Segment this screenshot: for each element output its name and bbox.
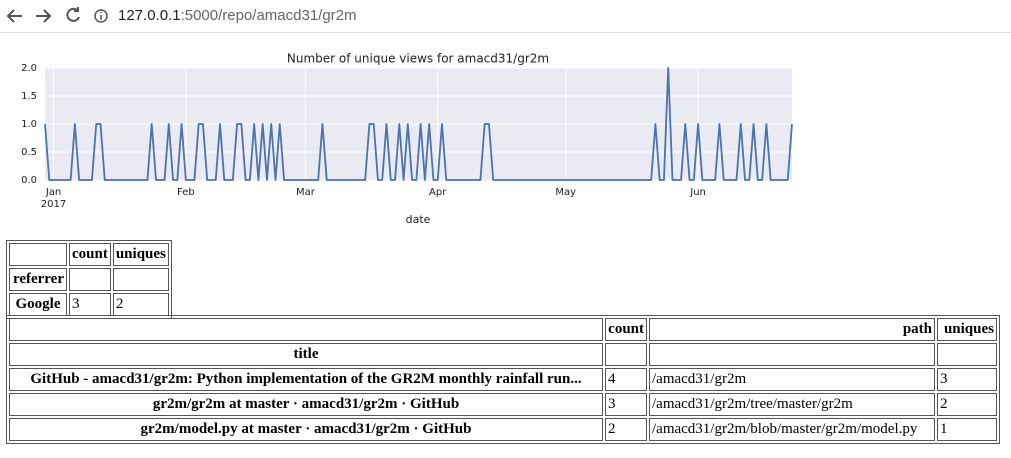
cell: 3 [69, 293, 111, 316]
x-tick-year: 2017 [41, 199, 66, 210]
x-axis-label: date [406, 213, 431, 226]
table-row: GitHub - amacd31/gr2m: Python implementa… [9, 368, 997, 391]
row-header: gr2m/gr2m at master · amacd31/gr2m · Git… [9, 393, 603, 416]
cell: 2 [112, 293, 169, 316]
x-tick-label: Feb [177, 187, 195, 198]
x-tick-label: Apr [429, 187, 447, 198]
corner-cell [9, 243, 67, 266]
corner-cell [9, 318, 603, 341]
chart: Number of unique views for amacd31/gr2m … [21, 52, 793, 226]
series-line [44, 67, 793, 181]
column-header: uniques [112, 243, 169, 266]
y-tick-label: 0.5 [21, 147, 37, 158]
index-name: referrer [9, 268, 67, 291]
url-host: 127.0.0.1 [118, 7, 181, 24]
column-header: count [605, 318, 647, 341]
empty-cell [937, 343, 997, 366]
table-row: gr2m/gr2m at master · amacd31/gr2m · Git… [9, 393, 997, 416]
index-name: title [9, 343, 603, 366]
y-tick-label: 2.0 [21, 63, 37, 74]
empty-cell [69, 268, 111, 291]
cell: 2 [937, 393, 997, 416]
y-tick-label: 0.0 [21, 175, 37, 186]
cell: 3 [605, 393, 647, 416]
empty-cell [112, 268, 169, 291]
x-tick-label: May [555, 187, 576, 198]
forward-button[interactable] [36, 9, 52, 23]
path-table: count path uniques title GitHub - amacd31/… [6, 315, 1000, 444]
nav-icons [6, 7, 108, 23]
empty-cell [649, 343, 935, 366]
cell: 1 [937, 418, 997, 441]
cell: /amacd31/gr2m [649, 368, 935, 391]
cell: 2 [605, 418, 647, 441]
back-button[interactable] [6, 9, 22, 23]
y-tick-label: 1.5 [21, 91, 37, 102]
table-body: GitHub - amacd31/gr2m: Python implementa… [9, 368, 997, 441]
table-row: gr2m/model.py at master · amacd31/gr2m ·… [9, 418, 997, 441]
cell: 3 [937, 368, 997, 391]
cell: /amacd31/gr2m/blob/master/gr2m/model.py [649, 418, 935, 441]
row-header: gr2m/model.py at master · amacd31/gr2m ·… [9, 418, 603, 441]
cell: 4 [605, 368, 647, 391]
column-header: count [69, 243, 111, 266]
row-header: Google [9, 293, 67, 316]
browser-bar: 127.0.0.1:5000/repo/amacd31/gr2m [0, 0, 1011, 33]
y-tick-label: 1.0 [21, 119, 37, 130]
x-tick-label: Jun [689, 187, 706, 198]
x-tick-label: Jan [45, 187, 61, 198]
cell: /amacd31/gr2m/tree/master/gr2m [649, 393, 935, 416]
referrer-table: count uniques referrer Google 3 2 [6, 240, 172, 319]
info-icon[interactable] [94, 9, 108, 23]
reload-button[interactable] [66, 7, 80, 22]
column-header: uniques [937, 318, 997, 341]
url-path: :5000/repo/amacd31/gr2m [180, 7, 357, 24]
chart-title: Number of unique views for amacd31/gr2m [287, 52, 549, 66]
row-header: GitHub - amacd31/gr2m: Python implementa… [9, 368, 603, 391]
empty-cell [605, 343, 647, 366]
x-tick-label: Mar [296, 187, 316, 198]
column-header: path [649, 318, 935, 341]
address-bar[interactable]: 127.0.0.1:5000/repo/amacd31/gr2m [118, 7, 357, 24]
